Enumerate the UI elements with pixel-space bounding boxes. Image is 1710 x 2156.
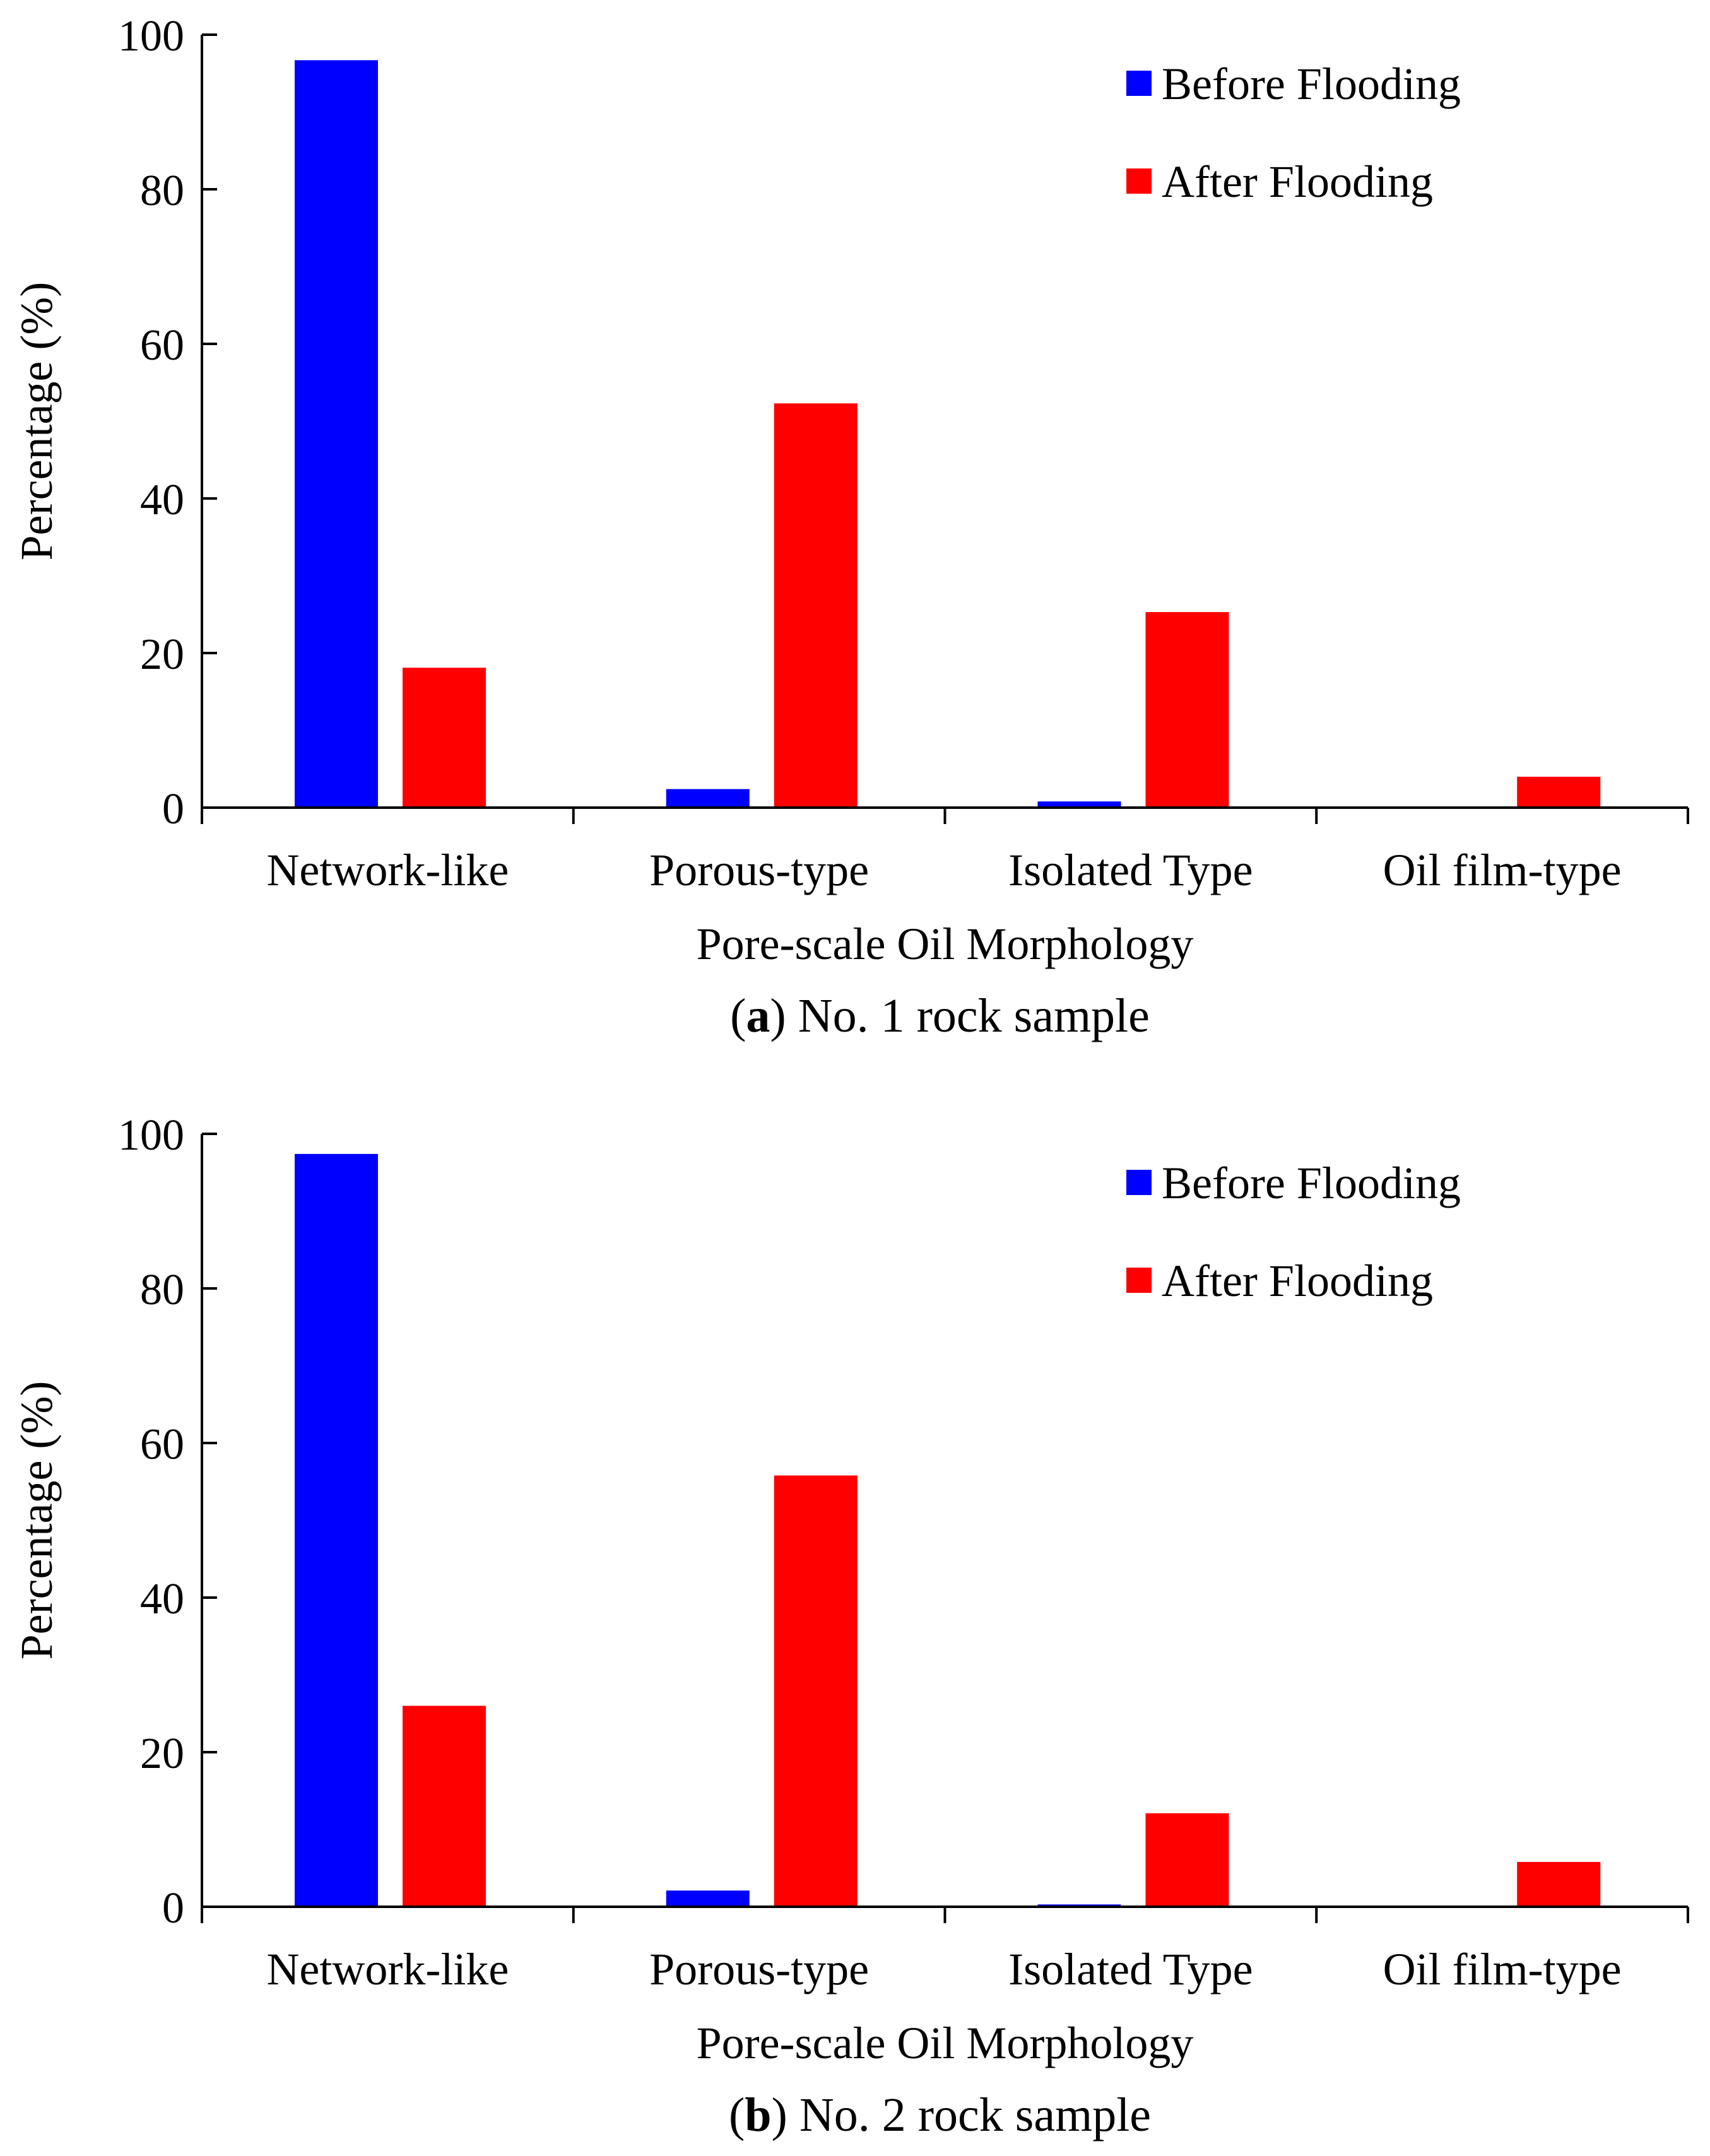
y-tick-label-100: 100	[118, 12, 184, 61]
y-tick-label-80: 80	[140, 167, 184, 215]
bar-after-1	[774, 1475, 858, 1907]
chart-panel-a: 0 20 40 60 80 100 Network-like Porous-type Isola…	[11, 12, 1689, 1042]
x-axis-title: Pore-scale Oil Morphology	[697, 919, 1194, 969]
legend-label-after: After Flooding	[1162, 156, 1433, 207]
caption-text: No. 2 rock sample	[787, 2088, 1151, 2141]
y-tick-label-40: 40	[140, 476, 184, 524]
bar-before-2	[1037, 801, 1121, 808]
legend-swatch-before	[1126, 1170, 1152, 1195]
y-tick-label-60: 60	[140, 321, 184, 370]
caption-panel-letter: b	[745, 2088, 771, 2141]
bar-before-0	[295, 60, 378, 808]
y-tick-label-40: 40	[140, 1575, 184, 1623]
bar-before-0	[295, 1153, 378, 1907]
legend-label-before: Before Flooding	[1162, 59, 1461, 109]
bar-before-1	[666, 789, 750, 808]
panel-caption: (a) No. 1 rock sample	[730, 989, 1150, 1042]
y-axis-title: Percentage (%)	[11, 1381, 62, 1660]
y-tick-label-20: 20	[140, 1729, 184, 1778]
bar-before-1	[666, 1890, 750, 1907]
y-tick-label-80: 80	[140, 1266, 184, 1314]
y-tick-label-100: 100	[118, 1111, 184, 1160]
caption-panel-letter: a	[746, 989, 770, 1042]
y-axis-title: Percentage (%)	[11, 282, 62, 561]
y-tick-label-0: 0	[162, 785, 184, 834]
legend-swatch-before	[1126, 71, 1152, 96]
panel-caption: (b) No. 2 rock sample	[729, 2088, 1151, 2141]
caption-open-paren: (	[729, 2088, 745, 2141]
y-tick-label-20: 20	[140, 630, 184, 679]
category-label-0: Network-like	[266, 1944, 509, 1994]
legend-label-before: Before Flooding	[1162, 1158, 1461, 1208]
bar-after-2	[1145, 612, 1229, 808]
y-tick-label-60: 60	[140, 1420, 184, 1469]
legend-label-after: After Flooding	[1162, 1256, 1433, 1306]
caption-close-paren: )	[770, 989, 786, 1042]
category-label-3: Oil film-type	[1383, 1944, 1622, 1994]
bar-after-3	[1517, 1861, 1601, 1907]
bar-after-1	[774, 403, 858, 808]
legend-swatch-after	[1126, 1268, 1152, 1293]
bar-after-0	[403, 668, 486, 808]
caption-open-paren: (	[730, 989, 746, 1042]
bar-after-2	[1145, 1813, 1229, 1907]
category-label-1: Porous-type	[649, 845, 869, 895]
category-label-2: Isolated Type	[1008, 845, 1253, 895]
category-label-3: Oil film-type	[1383, 845, 1622, 895]
caption-close-paren: )	[772, 2088, 787, 2141]
x-axis-title: Pore-scale Oil Morphology	[697, 2018, 1194, 2068]
y-tick-label-0: 0	[162, 1884, 184, 1933]
legend-swatch-after	[1126, 168, 1152, 194]
category-label-0: Network-like	[266, 845, 509, 895]
bar-after-3	[1517, 777, 1601, 808]
bar-after-0	[403, 1705, 486, 1907]
category-label-1: Porous-type	[649, 1944, 869, 1994]
chart-panel-b: 0 20 40 60 80 100 Network-like Porous-type Isola…	[11, 1111, 1689, 2141]
category-label-2: Isolated Type	[1008, 1944, 1253, 1994]
caption-text: No. 1 rock sample	[786, 989, 1150, 1042]
